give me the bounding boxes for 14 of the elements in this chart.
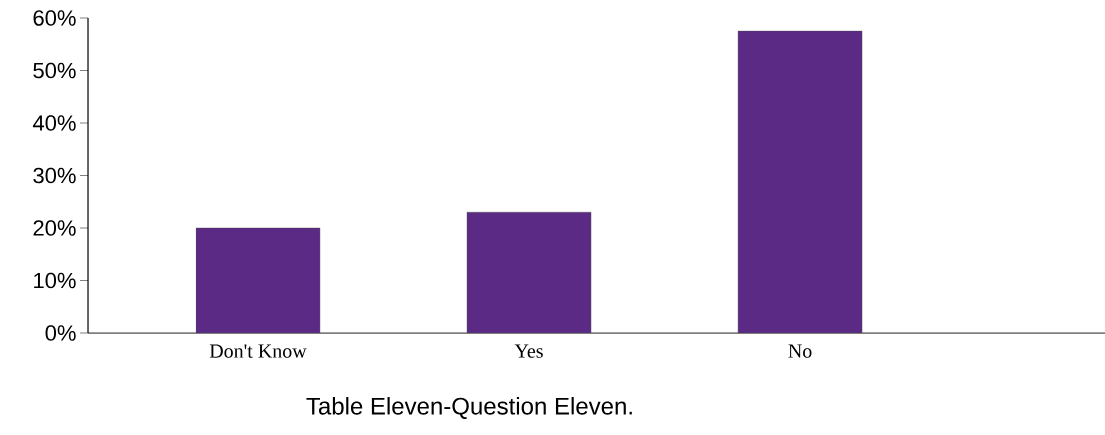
bar — [466, 212, 592, 333]
bar — [737, 30, 863, 333]
x-tick-label: No — [788, 344, 812, 358]
y-tick-label: 50% — [33, 62, 76, 79]
x-tick-label: Yes — [514, 344, 543, 358]
y-tick-label: 60% — [33, 10, 76, 26]
x-tick-label: Don't Know — [209, 344, 307, 358]
text: Table Eleven-Question Eleven. — [306, 397, 632, 419]
y-tick-label: 20% — [33, 220, 76, 236]
y-tick-label: 0% — [45, 325, 76, 341]
y-tick-label: 30% — [33, 167, 76, 184]
bar — [195, 227, 321, 333]
y-tick-label: 10% — [34, 272, 76, 289]
y-tick-label: 40% — [32, 115, 76, 131]
